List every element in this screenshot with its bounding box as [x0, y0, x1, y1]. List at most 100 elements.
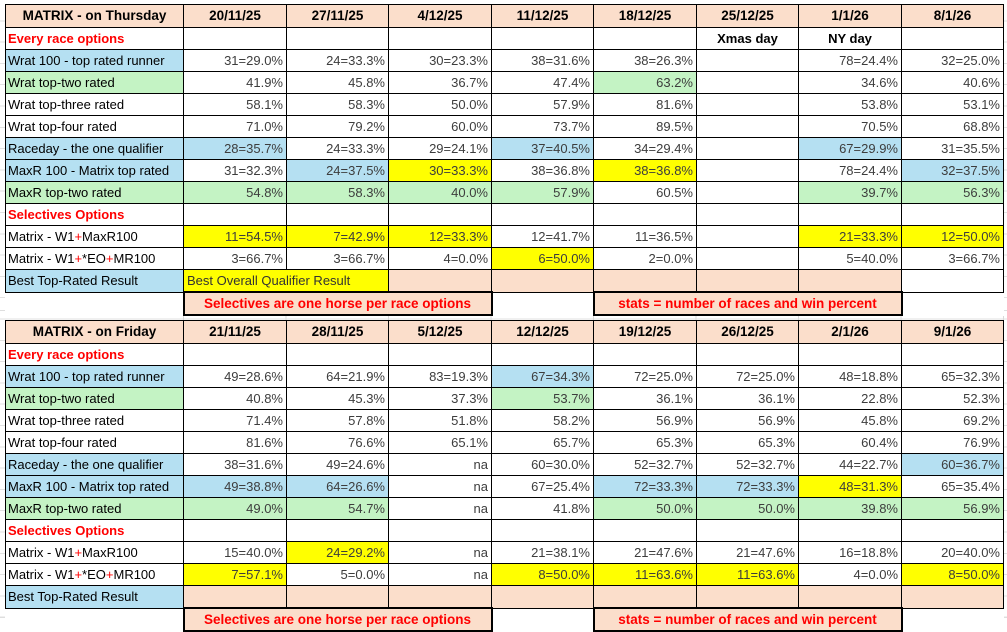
matrix-friday-matrix-w1-maxr100-c7[interactable]: 20=40.0% — [901, 541, 1004, 564]
matrix-friday-raceday-c3[interactable]: 60=30.0% — [491, 453, 594, 476]
matrix-friday-matrix-w1-eo-mr100-c5[interactable]: 11=63.6% — [696, 563, 799, 586]
matrix-thursday-wrat-top-four-c1[interactable]: 79.2% — [286, 115, 389, 138]
matrix-thursday-maxr-top-two-c3[interactable]: 57.9% — [491, 181, 594, 204]
matrix-thursday-matrix-w1-eo-mr100-c6[interactable]: 5=40.0% — [798, 247, 902, 270]
matrix-thursday-matrix-w1-eo-mr100-c0[interactable]: 3=66.7% — [183, 247, 287, 270]
matrix-friday-maxr-100-c6[interactable]: 48=31.3% — [798, 475, 902, 498]
matrix-thursday-matrix-w1-maxr100-c4[interactable]: 11=36.5% — [593, 225, 697, 248]
matrix-thursday-best-top-rated-c6[interactable] — [901, 269, 1004, 293]
matrix-friday-title[interactable]: MATRIX - on Friday — [5, 320, 184, 344]
matrix-friday-wrat-100-c4[interactable]: 72=25.0% — [593, 365, 697, 388]
matrix-thursday-maxr-top-two-c2[interactable]: 40.0% — [388, 181, 492, 204]
matrix-thursday-wrat-top-three-c1[interactable]: 58.3% — [286, 93, 389, 116]
matrix-thursday-footer-spacer[interactable] — [5, 292, 184, 315]
matrix-friday-raceday-c7[interactable]: 60=36.7% — [901, 453, 1004, 476]
matrix-friday-every-race-options-c5[interactable] — [696, 343, 799, 366]
matrix-thursday-maxr-100-c0[interactable]: 31=32.3% — [183, 159, 287, 182]
matrix-friday-best-top-rated-c2[interactable] — [388, 585, 492, 609]
matrix-thursday-raceday-c7[interactable]: 31=35.5% — [901, 137, 1004, 160]
matrix-friday-maxr-top-two-c7[interactable]: 56.9% — [901, 497, 1004, 520]
matrix-thursday-wrat-top-two-c0[interactable]: 41.9% — [183, 71, 287, 94]
matrix-thursday-maxr-100-c7[interactable]: 32=37.5% — [901, 159, 1004, 182]
wrat-top-four-label[interactable]: Wrat top-four rated — [5, 115, 184, 138]
matrix-friday-note[interactable]: Selectives are one horse per race option… — [182, 607, 493, 632]
matrix-friday-best-top-rated-c3[interactable] — [491, 585, 594, 609]
matrix-friday-selectives-options-c0[interactable] — [183, 519, 287, 542]
matrix-friday-maxr-top-two-c4[interactable]: 50.0% — [593, 497, 697, 520]
matrix-friday-footer-empty[interactable] — [901, 608, 1004, 631]
matrix-friday-wrat-top-three-c3[interactable]: 58.2% — [491, 409, 594, 432]
matrix-friday-wrat-100-c6[interactable]: 48=18.8% — [798, 365, 902, 388]
matrix-thursday-selectives-options-c4[interactable] — [593, 203, 697, 226]
matrix-thursday-selectives-options-c5[interactable] — [696, 203, 799, 226]
matrix-thursday-matrix-w1-maxr100-c1[interactable]: 7=42.9% — [286, 225, 389, 248]
matrix-thursday-note[interactable]: Selectives are one horse per race option… — [182, 291, 493, 316]
matrix-thursday-maxr-top-two-c7[interactable]: 56.3% — [901, 181, 1004, 204]
matrix-friday-date-header[interactable]: 21/11/25 — [183, 320, 287, 344]
matrix-thursday-matrix-w1-eo-mr100-c1[interactable]: 3=66.7% — [286, 247, 389, 270]
matrix-thursday-every-race-options-c0[interactable] — [183, 27, 287, 50]
matrix-friday-maxr-100-c0[interactable]: 49=38.8% — [183, 475, 287, 498]
matrix-friday-wrat-top-four-c0[interactable]: 81.6% — [183, 431, 287, 454]
matrix-thursday-selectives-options-c2[interactable] — [388, 203, 492, 226]
matrix-friday-footer-spacer[interactable] — [5, 608, 184, 631]
matrix-thursday-matrix-w1-maxr100-c7[interactable]: 12=50.0% — [901, 225, 1004, 248]
matrix-thursday-wrat-100-c1[interactable]: 24=33.3% — [286, 49, 389, 72]
matrix-friday-maxr-top-two-c6[interactable]: 39.8% — [798, 497, 902, 520]
matrix-friday-footer-empty[interactable] — [491, 608, 594, 631]
matrix-friday-maxr-top-two-c2[interactable]: na — [388, 497, 492, 520]
matrix-friday-selectives-options-c3[interactable] — [491, 519, 594, 542]
matrix-friday-every-race-options-c0[interactable] — [183, 343, 287, 366]
matrix-friday-date-header[interactable]: 12/12/25 — [491, 320, 594, 344]
matrix-friday-wrat-top-three-c6[interactable]: 45.8% — [798, 409, 902, 432]
matrix-thursday-maxr-top-two-c1[interactable]: 58.3% — [286, 181, 389, 204]
matrix-friday-wrat-100-c2[interactable]: 83=19.3% — [388, 365, 492, 388]
matrix-thursday-wrat-top-four-c6[interactable]: 70.5% — [798, 115, 902, 138]
matrix-friday-matrix-w1-maxr100-c6[interactable]: 16=18.8% — [798, 541, 902, 564]
matrix-friday-date-header[interactable]: 5/12/25 — [388, 320, 492, 344]
matrix-thursday-raceday-c1[interactable]: 24=33.3% — [286, 137, 389, 160]
selectives-options-label[interactable]: Selectives Options — [5, 519, 184, 542]
matrix-thursday-wrat-100-c0[interactable]: 31=29.0% — [183, 49, 287, 72]
matrix-friday-best-top-rated-c1[interactable] — [286, 585, 389, 609]
matrix-friday-wrat-top-three-c4[interactable]: 56.9% — [593, 409, 697, 432]
matrix-thursday-title[interactable]: MATRIX - on Thursday — [5, 4, 184, 28]
matrix-thursday-footer-empty[interactable] — [491, 292, 594, 315]
matrix-friday-wrat-100-c5[interactable]: 72=25.0% — [696, 365, 799, 388]
matrix-thursday-selectives-options-c0[interactable] — [183, 203, 287, 226]
matrix-friday-matrix-w1-maxr100-c0[interactable]: 15=40.0% — [183, 541, 287, 564]
matrix-friday-matrix-w1-maxr100-c1[interactable]: 24=29.2% — [286, 541, 389, 564]
matrix-friday-wrat-100-c7[interactable]: 65=32.3% — [901, 365, 1004, 388]
matrix-thursday-matrix-w1-maxr100-c6[interactable]: 21=33.3% — [798, 225, 902, 248]
matrix-friday-wrat-top-two-c5[interactable]: 36.1% — [696, 387, 799, 410]
matrix-friday-selectives-options-c2[interactable] — [388, 519, 492, 542]
matrix-thursday-every-race-options-c7[interactable] — [901, 27, 1004, 50]
matrix-friday-best-top-rated-c4[interactable] — [593, 585, 697, 609]
matrix-thursday-raceday-c2[interactable]: 29=24.1% — [388, 137, 492, 160]
matrix-friday-note[interactable]: stats = number of races and win percent — [592, 607, 903, 632]
matrix-thursday-raceday-c6[interactable]: 67=29.9% — [798, 137, 902, 160]
matrix-friday-matrix-w1-eo-mr100-c6[interactable]: 4=0.0% — [798, 563, 902, 586]
matrix-thursday-matrix-w1-eo-mr100-c5[interactable] — [696, 247, 799, 270]
matrix-friday-wrat-top-four-c7[interactable]: 76.9% — [901, 431, 1004, 454]
matrix-friday-every-race-options-c3[interactable] — [491, 343, 594, 366]
matrix-thursday-wrat-top-three-c3[interactable]: 57.9% — [491, 93, 594, 116]
matrix-thursday-wrat-top-two-c3[interactable]: 47.4% — [491, 71, 594, 94]
matrix-friday-wrat-top-three-c1[interactable]: 57.8% — [286, 409, 389, 432]
matrix-thursday-best-top-rated-c0[interactable]: Best Overall Qualifier Result — [183, 269, 389, 293]
matrix-thursday-maxr-100-c2[interactable]: 30=33.3% — [388, 159, 492, 182]
matrix-friday-maxr-100-c1[interactable]: 64=26.6% — [286, 475, 389, 498]
matrix-friday-maxr-100-c7[interactable]: 65=35.4% — [901, 475, 1004, 498]
matrix-thursday-every-race-options-c1[interactable] — [286, 27, 389, 50]
matrix-thursday-wrat-top-two-c7[interactable]: 40.6% — [901, 71, 1004, 94]
matrix-friday-wrat-top-two-c0[interactable]: 40.8% — [183, 387, 287, 410]
matrix-thursday-date-header[interactable]: 18/12/25 — [593, 4, 697, 28]
matrix-friday-wrat-top-four-c3[interactable]: 65.7% — [491, 431, 594, 454]
matrix-friday-maxr-100-c3[interactable]: 67=25.4% — [491, 475, 594, 498]
matrix-friday-maxr-100-c5[interactable]: 72=33.3% — [696, 475, 799, 498]
matrix-thursday-wrat-top-three-c5[interactable] — [696, 93, 799, 116]
matrix-friday-selectives-options-c5[interactable] — [696, 519, 799, 542]
matrix-w1-eo-mr100-label[interactable]: Matrix - W1+*EO+MR100 — [5, 247, 184, 270]
matrix-thursday-wrat-top-three-c0[interactable]: 58.1% — [183, 93, 287, 116]
matrix-thursday-maxr-100-c5[interactable] — [696, 159, 799, 182]
